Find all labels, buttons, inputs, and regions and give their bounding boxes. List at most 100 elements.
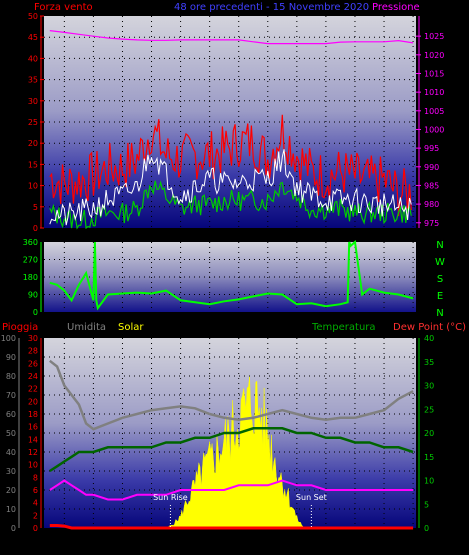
x-tick-label: 00: [408, 531, 418, 540]
pressure-series: [49, 30, 414, 45]
wind-y-tick-label: 15: [28, 160, 38, 169]
rain-y-tick-label: 20: [28, 397, 38, 406]
pressure-y-tick-label: 985: [424, 181, 439, 190]
temperature-y-tick-label: 20: [424, 429, 434, 438]
wind-y-tick-label: 0: [33, 224, 38, 233]
direction-y-tick-label: 0: [33, 308, 38, 317]
rain-y-tick-label: 26: [28, 359, 38, 368]
temperature-y-tick-label: 25: [424, 405, 434, 414]
pressure-y-tick-label: 995: [424, 144, 439, 153]
humidity-y-tick-label: 70: [6, 391, 16, 400]
direction-compass-letter: N: [436, 308, 443, 319]
sun-rise-label: Sun Rise: [153, 493, 188, 502]
direction-y-tick-label: 90: [28, 291, 38, 300]
wind-direction-series: [49, 240, 414, 311]
rain-y-tick-label: 28: [28, 347, 38, 356]
temperature-y-tick-label: 40: [424, 334, 434, 343]
pressure-y-tick-label: 1025: [424, 32, 444, 41]
x-tick-label: 20: [350, 531, 360, 540]
legend-rain: Pioggia: [2, 322, 38, 333]
x-tick-label: 12: [234, 233, 244, 242]
temperature-y-tick-label: 30: [424, 382, 434, 391]
pressure-y-tick-label: 975: [424, 219, 439, 228]
x-tick-label: 08: [176, 531, 186, 540]
pressure-title: Pressione: [372, 2, 420, 13]
x-tick-label: 18: [321, 233, 331, 242]
temperature-y-tick-label: 5: [424, 500, 429, 509]
x-tick-label: 10: [205, 233, 215, 242]
x-tick-label: 10: [205, 531, 215, 540]
pressure-y-tick-label: 1015: [424, 69, 444, 78]
humidity-y-tick-label: 0: [11, 524, 16, 533]
x-tick-label: 00: [408, 233, 418, 242]
rain-y-tick-label: 2: [33, 511, 38, 520]
humidity-y-tick-label: 100: [1, 334, 16, 343]
pressure-y-tick-label: 1020: [424, 51, 444, 60]
rain-y-tick-label: 8: [33, 473, 38, 482]
wind-y-tick-label: 10: [28, 182, 38, 191]
x-tick-label: 04: [117, 233, 127, 242]
wind-title: Forza vento: [34, 2, 93, 13]
direction-compass-letter: E: [437, 291, 443, 302]
pressure-y-tick-label: 1010: [424, 88, 444, 97]
temperature-series: [49, 427, 414, 473]
wind-gust-series: [49, 149, 412, 226]
direction-compass-letter: S: [437, 274, 443, 285]
x-tick-label: 22: [379, 531, 389, 540]
x-tick-label: 16: [292, 233, 302, 242]
x-tick-label: 20: [350, 233, 360, 242]
direction-y-tick-label: 360: [23, 238, 38, 247]
wind-y-tick-label: 20: [28, 139, 38, 148]
pressure-y-tick-label: 990: [424, 163, 439, 172]
humidity-y-tick-label: 30: [6, 467, 16, 476]
sun-set-label: Sun Set: [296, 493, 327, 502]
rain-y-tick-label: 22: [28, 385, 38, 394]
pressure-y-tick-label: 1000: [424, 125, 444, 134]
x-tick-label: 12: [234, 531, 244, 540]
wind-y-tick-label: 5: [33, 203, 38, 212]
rain-y-tick-label: 4: [33, 499, 38, 508]
temperature-y-tick-label: 10: [424, 477, 434, 486]
wind-y-tick-label: 25: [28, 118, 38, 127]
direction-compass-letter: W: [435, 257, 445, 268]
legend-solar: Solar: [118, 322, 144, 333]
legend-humidity: Umidita: [67, 322, 106, 333]
temperature-y-tick-label: 15: [424, 453, 434, 462]
period-title: 48 ore precedenti - 15 Novembre 2020: [174, 2, 369, 13]
rain-y-tick-label: 0: [33, 524, 38, 533]
x-tick-label: 14: [263, 531, 273, 540]
humidity-series: [49, 359, 414, 431]
wind-y-tick-label: 30: [28, 97, 38, 106]
x-tick-label: 14: [263, 233, 273, 242]
legend-temperature: Temperatura: [311, 322, 376, 333]
humidity-y-tick-label: 90: [6, 353, 16, 362]
x-tick-label: 16: [292, 531, 302, 540]
rain-y-tick-label: 30: [28, 334, 38, 343]
rain-y-tick-label: 10: [28, 461, 38, 470]
x-tick-label: 06: [146, 233, 156, 242]
humidity-y-tick-label: 10: [6, 505, 16, 514]
x-tick-label: 00: [59, 531, 69, 540]
rain-series: [49, 524, 414, 530]
humidity-y-tick-label: 20: [6, 486, 16, 495]
x-tick-label: 06: [146, 531, 156, 540]
temperature-y-tick-label: 35: [424, 358, 434, 367]
pressure-y-tick-label: 1005: [424, 107, 444, 116]
x-tick-label: 02: [88, 233, 98, 242]
wind-y-tick-label: 50: [28, 12, 38, 21]
x-tick-label: 22: [379, 233, 389, 242]
wind-y-tick-label: 35: [28, 76, 38, 85]
humidity-y-tick-label: 60: [6, 410, 16, 419]
direction-compass-letter: N: [436, 240, 443, 251]
x-tick-label: 04: [117, 531, 127, 540]
direction-y-tick-label: 270: [23, 256, 38, 265]
pressure-y-tick-label: 980: [424, 200, 439, 209]
x-tick-label: 00: [59, 233, 69, 242]
wind-y-tick-label: 45: [28, 33, 38, 42]
x-tick-label: 18: [321, 531, 331, 540]
direction-y-tick-label: 180: [23, 273, 38, 282]
rain-y-tick-label: 16: [28, 423, 38, 432]
rain-y-tick-label: 14: [28, 435, 38, 444]
temperature-y-tick-label: 0: [424, 524, 429, 533]
